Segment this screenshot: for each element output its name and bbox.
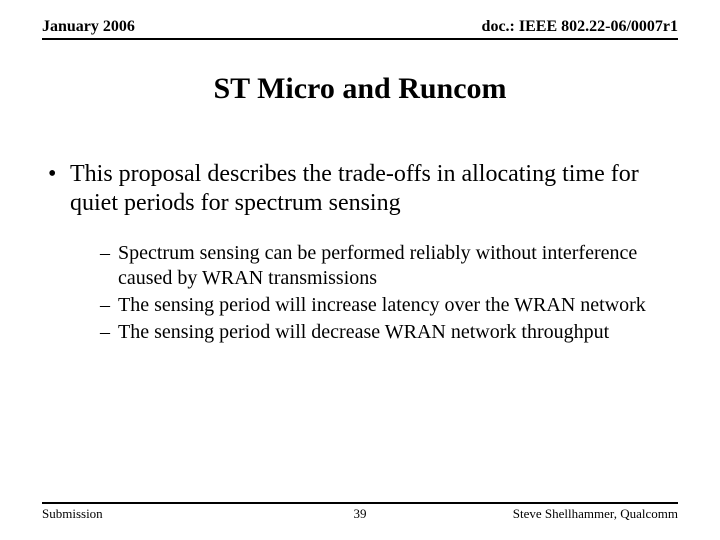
sub-bullet: –Spectrum sensing can be performed relia… [100,241,678,291]
slide-footer: Submission 39 Steve Shellhammer, Qualcom… [42,502,678,522]
dash-icon: – [100,241,118,266]
sub-bullet-text: The sensing period will decrease WRAN ne… [118,321,609,343]
dash-icon: – [100,320,118,345]
dash-icon: – [100,293,118,318]
header-docnum: doc.: IEEE 802.22-06/0007r1 [482,18,678,36]
header-date: January 2006 [42,18,135,36]
slide-body: •This proposal describes the trade-offs … [48,160,678,347]
slide-title: ST Micro and Runcom [0,72,720,106]
slide-header: January 2006 doc.: IEEE 802.22-06/0007r1 [42,18,678,40]
bullet-dot-icon: • [48,160,70,189]
sub-bullet-list: –Spectrum sensing can be performed relia… [48,241,678,345]
sub-bullet: –The sensing period will increase latenc… [100,293,678,318]
main-bullet-text: This proposal describes the trade-offs i… [70,161,639,216]
sub-bullet-text: The sensing period will increase latency… [118,294,646,316]
sub-bullet-text: Spectrum sensing can be performed reliab… [118,242,637,289]
footer-author: Steve Shellhammer, Qualcomm [513,506,678,522]
footer-left: Submission [42,506,103,522]
sub-bullet: –The sensing period will decrease WRAN n… [100,320,678,345]
main-bullet: •This proposal describes the trade-offs … [48,160,678,219]
